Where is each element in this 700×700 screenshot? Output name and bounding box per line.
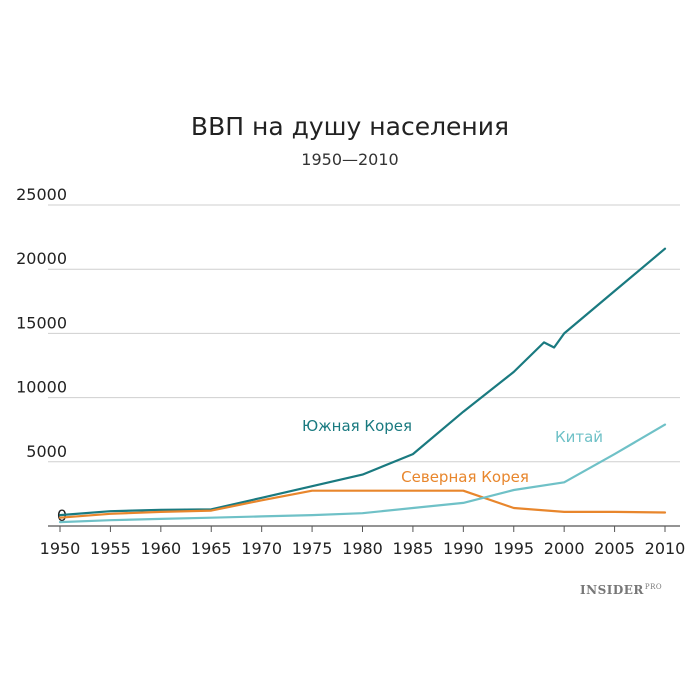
y-tick-label: 15000 xyxy=(16,313,67,332)
series-label-1: Северная Корея xyxy=(401,468,529,486)
x-tick-label: 1965 xyxy=(191,539,232,558)
series-line-2 xyxy=(58,423,667,524)
y-tick-label: 25000 xyxy=(16,185,67,204)
x-tick-label: 1990 xyxy=(443,539,484,558)
y-tick-label: 10000 xyxy=(16,378,67,397)
series-label-0: Южная Корея xyxy=(302,417,412,435)
y-tick-label: 5000 xyxy=(26,442,67,461)
x-tick-label: 1970 xyxy=(241,539,282,558)
logo-main: INSIDER xyxy=(580,583,644,597)
insider-pro-logo: INSIDERPRO xyxy=(580,583,662,597)
series-labels: Южная Корея Северная Корея Китай xyxy=(302,417,603,486)
y-tick-label: 20000 xyxy=(16,249,67,268)
chart-subtitle: 1950—2010 xyxy=(301,150,399,169)
x-tick-label: 2010 xyxy=(645,539,686,558)
chart-title: ВВП на душу населения xyxy=(190,112,510,141)
x-axis-ticks: 1950 1955 1960 1965 1970 1975 1980 1985 1990 1995… xyxy=(40,526,686,558)
series-lines xyxy=(58,247,667,524)
series-line-0 xyxy=(58,247,667,517)
x-tick-label: 1975 xyxy=(292,539,333,558)
x-tick-label: 2000 xyxy=(544,539,585,558)
x-tick-label: 1950 xyxy=(40,539,81,558)
logo-sub: PRO xyxy=(644,583,663,591)
x-tick-label: 1985 xyxy=(393,539,434,558)
series-line-1 xyxy=(58,489,667,519)
x-tick-label: 2005 xyxy=(594,539,635,558)
x-tick-label: 1955 xyxy=(90,539,131,558)
series-label-2: Китай xyxy=(555,428,603,446)
x-tick-label: 1980 xyxy=(342,539,383,558)
x-tick-label: 1960 xyxy=(140,539,181,558)
x-tick-label: 1995 xyxy=(493,539,534,558)
grid-lines xyxy=(48,204,680,527)
